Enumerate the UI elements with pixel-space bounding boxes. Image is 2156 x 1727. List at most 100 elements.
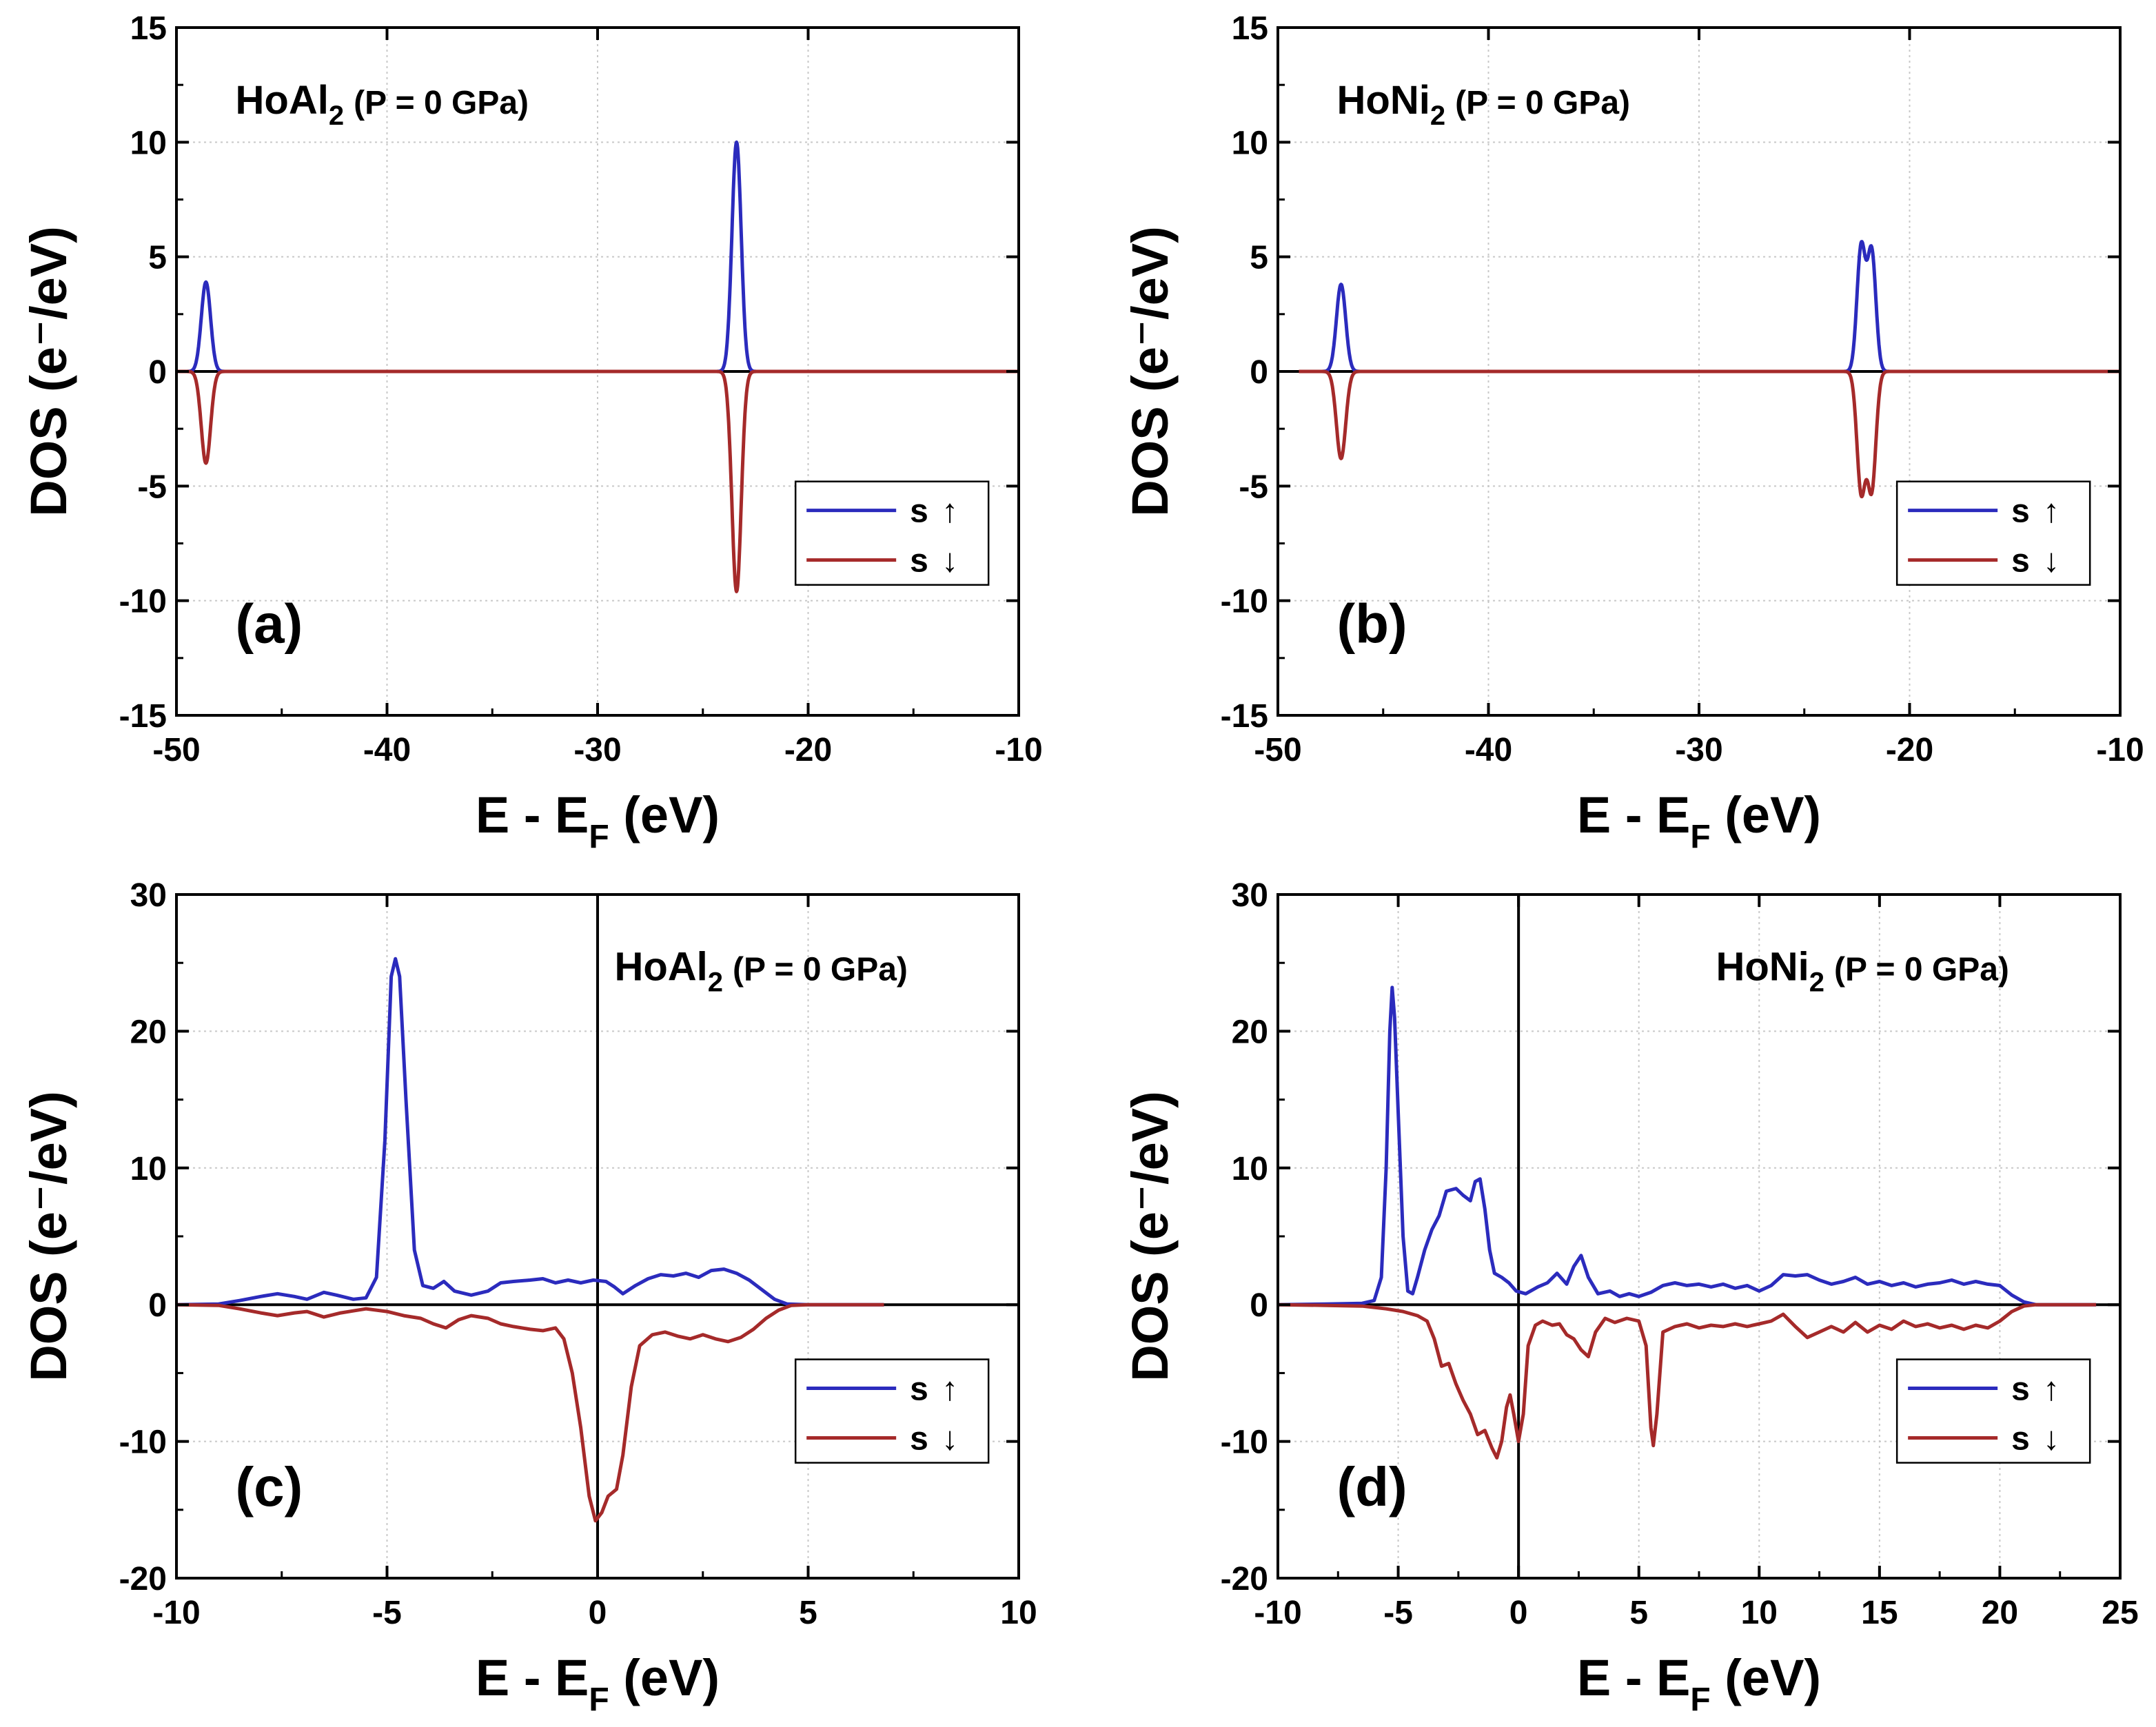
y-tick-label: 10 [130,1151,167,1187]
x-axis-title: E - EF (eV) [476,1649,720,1718]
y-tick-label: 0 [148,1287,167,1324]
series-line-spin-down [176,1302,884,1523]
y-tick-label: 10 [1232,1151,1268,1187]
series-line-spin-up [1297,240,2122,374]
x-tick-label: -50 [1254,732,1301,768]
legend-label: s [2011,1371,2030,1408]
compound-name: HoNi [1337,78,1430,123]
y-tick-label: -10 [119,584,167,620]
x-tick-label: -20 [784,732,832,768]
x-axis-title-sub: F [1690,1682,1710,1718]
x-axis-title-unit: (eV) [1711,786,1821,844]
legend-label: s [910,543,928,580]
legend: s ↑ s ↓ [1895,480,2091,586]
y-tick-label: 0 [148,354,167,391]
x-axis-title: E - EF (eV) [1577,1649,1821,1718]
x-axis-title: E - EF (eV) [476,786,720,855]
y-tick-label: -20 [1221,1561,1268,1597]
x-axis-title-main: E - E [476,1649,589,1706]
legend-label: s [2011,543,2030,580]
series-line-spin-up [176,957,884,1307]
y-tick-label: 5 [1250,240,1268,276]
y-tick-label: -10 [1221,584,1268,620]
compound-name: HoAl [236,78,329,123]
pressure-label: (P = 0 GPa) [1455,85,1630,121]
x-axis-title-main: E - E [1577,786,1690,844]
legend-label: s [910,1421,928,1458]
y-tick-label: 0 [1250,1287,1268,1324]
x-tick-label: -30 [1675,732,1722,768]
x-tick-label: -10 [995,732,1042,768]
x-tick-label: 5 [1629,1595,1648,1631]
arrow-up-icon: ↑ [2043,493,2060,530]
y-tick-label: 10 [130,125,167,161]
x-tick-label: 10 [1000,1595,1037,1631]
x-axis-title: E - EF (eV) [1577,786,1821,855]
x-axis-title-sub: F [589,1682,609,1718]
series-line-spin-up [1277,985,2097,1307]
x-tick-label: 10 [1741,1595,1778,1631]
compound-subscript: 2 [1809,967,1824,997]
x-tick-label: -5 [372,1595,402,1631]
compound-annotation: HoNi2 (P = 0 GPa) [1337,78,1630,131]
x-axis-title-sub: F [1690,819,1710,855]
x-axis-title-unit: (eV) [609,1649,720,1706]
compound-subscript: 2 [1430,101,1445,131]
panel-label: (b) [1337,593,1407,654]
x-axis-title-unit: (eV) [1711,1649,1821,1706]
arrow-up-icon: ↑ [942,493,958,530]
legend: s ↑ s ↓ [1895,1358,2091,1464]
y-tick-label: 5 [148,240,167,276]
x-tick-label: -30 [573,732,621,768]
compound-subscript: 2 [708,967,723,997]
x-tick-label: -20 [1886,732,1933,768]
y-tick-label: 30 [1232,877,1268,914]
series-line-spin-down [1277,1302,2097,1460]
y-axis-title: DOS (e⁻/eV) [1121,226,1179,517]
compound-annotation: HoNi2 (P = 0 GPa) [1716,944,2008,997]
x-axis-title-main: E - E [1577,1649,1690,1706]
x-tick-label: -40 [363,732,411,768]
pressure-label: (P = 0 GPa) [354,85,529,121]
x-tick-label: 0 [589,1595,607,1631]
x-tick-label: 25 [2102,1595,2138,1631]
compound-subscript: 2 [329,101,344,131]
arrow-down-icon: ↓ [2043,1421,2060,1458]
legend: s ↑ s ↓ [794,1358,990,1464]
x-tick-label: 20 [1982,1595,2018,1631]
series-line-spin-down [175,369,1020,593]
compound-name: HoAl [614,944,707,989]
legend-box [794,480,990,586]
legend: s ↑ s ↓ [794,480,990,586]
legend-box [794,1358,990,1464]
arrow-up-icon: ↑ [2043,1371,2060,1408]
y-tick-label: 15 [1232,10,1268,47]
arrow-up-icon: ↑ [942,1371,958,1408]
y-tick-label: 0 [1250,354,1268,391]
arrow-down-icon: ↓ [942,543,958,580]
x-tick-label: -10 [1254,1595,1301,1631]
y-tick-label: -10 [1221,1424,1268,1461]
legend-label: s [910,493,928,530]
compound-annotation: HoAl2 (P = 0 GPa) [236,78,529,131]
y-tick-label: 10 [1232,125,1268,161]
legend-box [1895,1358,2091,1464]
pressure-label: (P = 0 GPa) [1834,951,2009,988]
y-tick-label: -20 [119,1561,167,1597]
y-tick-label: -15 [1221,698,1268,735]
y-tick-label: 20 [1232,1014,1268,1050]
y-tick-label: 15 [130,10,167,47]
x-tick-label: 0 [1509,1595,1528,1631]
y-axis-title: DOS (e⁻/eV) [20,1091,77,1382]
legend-label: s [2011,1421,2030,1458]
x-axis-title-main: E - E [476,786,589,844]
y-tick-label: -5 [137,469,167,505]
y-tick-label: 30 [130,877,167,914]
x-tick-label: -50 [152,732,200,768]
compound-annotation: HoAl2 (P = 0 GPa) [614,944,907,997]
legend-label: s [910,1371,928,1408]
x-tick-label: -10 [2096,732,2144,768]
x-tick-label: 15 [1861,1595,1898,1631]
